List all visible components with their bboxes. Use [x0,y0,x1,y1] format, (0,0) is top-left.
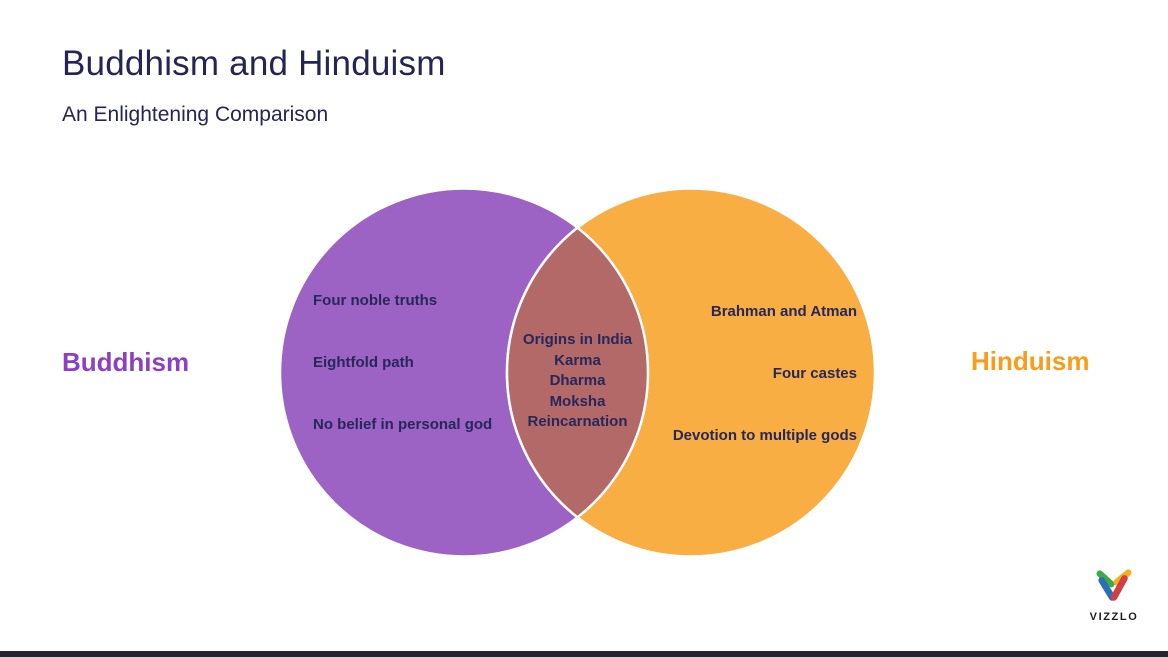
venn-item-left: Eightfold path [313,354,414,371]
vizzlo-logo-text: VIZZLO [1089,611,1139,623]
logo-stroke-blue [1098,577,1116,601]
vizzlo-logo-icon [1096,569,1132,601]
logo-stroke-red [1110,575,1128,601]
venn-item-overlap: Karma [554,351,601,369]
set-label-hinduism: Hinduism [971,346,1090,376]
overlap-item-list: Origins in India Karma Dharma Moksha Rei… [487,330,668,433]
logo-stroke-green [1096,570,1115,588]
venn-item-overlap: Moksha [549,392,606,410]
set-label-buddhism: Buddhism [62,347,190,377]
vizzlo-logo: VIZZLO [1086,568,1142,623]
venn-item-overlap: Reincarnation [527,413,628,430]
venn-item-right: Brahman and Atman [710,303,857,320]
footer-bar [0,651,1168,657]
venn-item-overlap: Dharma [549,372,606,389]
venn-item-right: Devotion to multiple gods [672,427,857,444]
venn-item-right: Four castes [772,365,857,382]
page-title: Buddhism and Hinduism [62,44,446,83]
venn-item-overlap: Origins in India [522,331,633,348]
overlap-lens [505,226,650,519]
venn-item-left: Four noble truths [313,292,438,309]
page-subtitle: An Enlightening Comparison [62,103,329,126]
venn-item-left: No belief in personal god [313,416,493,433]
